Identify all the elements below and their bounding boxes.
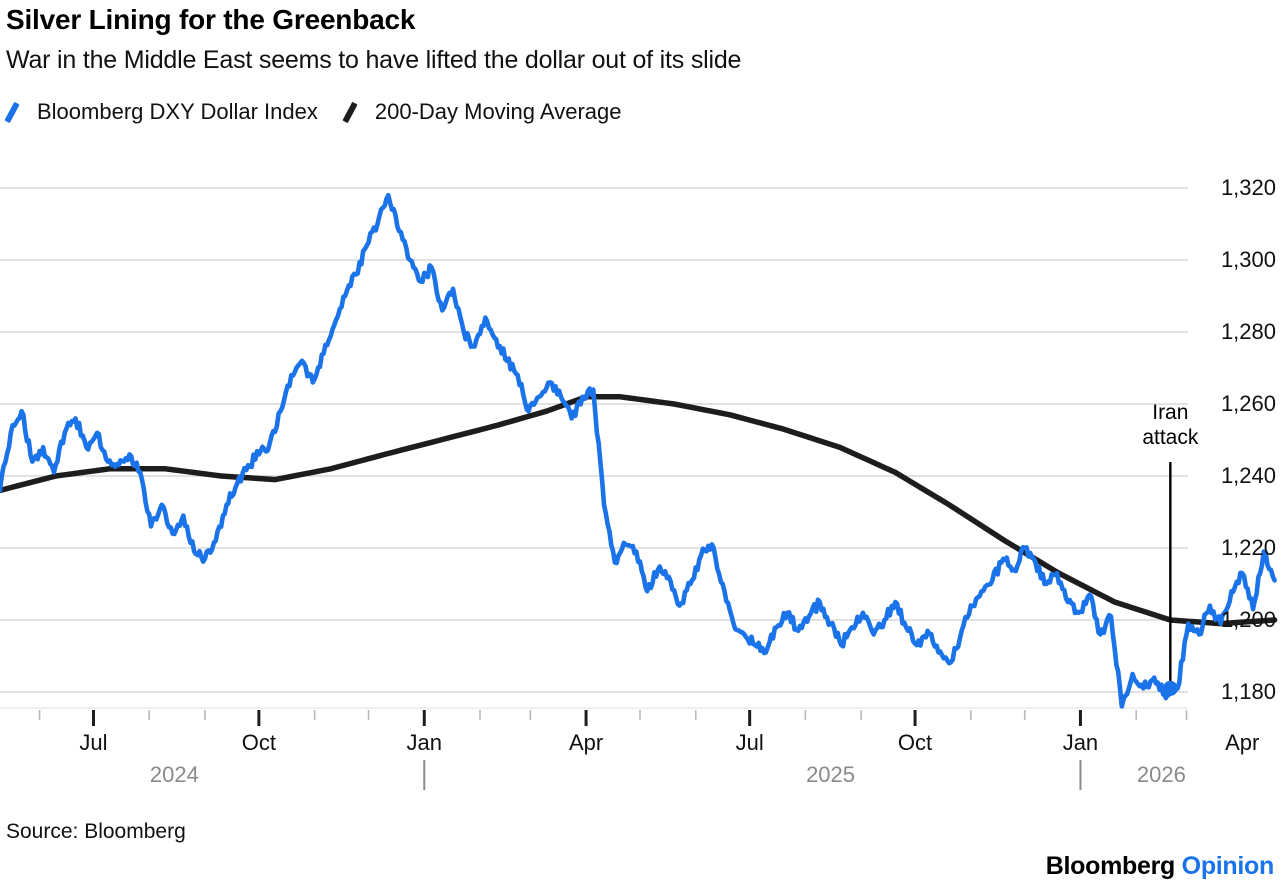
y-axis-labels: 1,180 1,200 1,220 1,240 1,260 1,280 1,300 1,320: [1188, 0, 1280, 888]
x-axis-ticks: [38, 710, 1188, 726]
y-axis-tick-label: 1,220: [1220, 535, 1276, 560]
x-axis-tick-label: Oct: [241, 730, 276, 755]
x-axis-tick-label: Jan: [1062, 730, 1099, 755]
x-axis-tick-label: Apr: [1225, 730, 1260, 755]
y-axis-tick-label: 1,260: [1220, 391, 1276, 416]
annotation-line-1: Iran: [1152, 401, 1189, 424]
legend-label-ma200: 200-Day Moving Average: [374, 99, 622, 124]
annotation-label-iran-attack: Iran attack: [1142, 400, 1198, 450]
legend-item-ma200[interactable]: 200-Day Moving Average: [342, 99, 622, 124]
x-axis-tick-label: Oct: [897, 730, 933, 755]
annotation-line-2: attack: [1142, 426, 1199, 449]
y-axis-tick-label: 1,240: [1220, 463, 1276, 488]
source-note: Source: Bloomberg: [6, 820, 186, 843]
y-axis-tick-label: 1,300: [1220, 247, 1276, 272]
annotation-iran-attack: [1162, 462, 1178, 696]
x-axis-tick-label: Apr: [568, 730, 604, 755]
y-axis-tick-label: 1,200: [1220, 607, 1276, 632]
brand-opinion: Opinion: [1181, 852, 1275, 880]
x-axis-year-label: 2024: [149, 762, 199, 787]
series-bloomberg-dxy-dollar-index: [0, 192, 1277, 709]
y-axis-tick-label: 1,280: [1220, 319, 1276, 344]
x-axis-tick-label: Jul: [735, 730, 764, 755]
page-title: Silver Lining for the Greenback: [6, 4, 416, 35]
x-axis-year-label: 2025: [806, 762, 856, 787]
brand-logo: Bloomberg Opinion: [1045, 852, 1275, 881]
year-separators: [423, 760, 1082, 790]
legend-item-dxy[interactable]: Bloomberg DXY Dollar Index: [4, 99, 318, 124]
y-axis-tick-label: 1,180: [1220, 679, 1276, 704]
page-subtitle: War in the Middle East seems to have lif…: [6, 46, 742, 74]
x-axis-tick-label: Jul: [79, 730, 108, 755]
legend-label-dxy: Bloomberg DXY Dollar Index: [37, 99, 318, 124]
y-axis-tick-label: 1,320: [1220, 175, 1276, 200]
brand-bloomberg: Bloomberg: [1045, 852, 1176, 880]
x-axis-tick-label: Jan: [406, 730, 443, 755]
chart-legend: Bloomberg DXY Dollar Index 200-Day Movin…: [4, 99, 622, 124]
x-axis-year-label: 2026: [1136, 762, 1186, 787]
